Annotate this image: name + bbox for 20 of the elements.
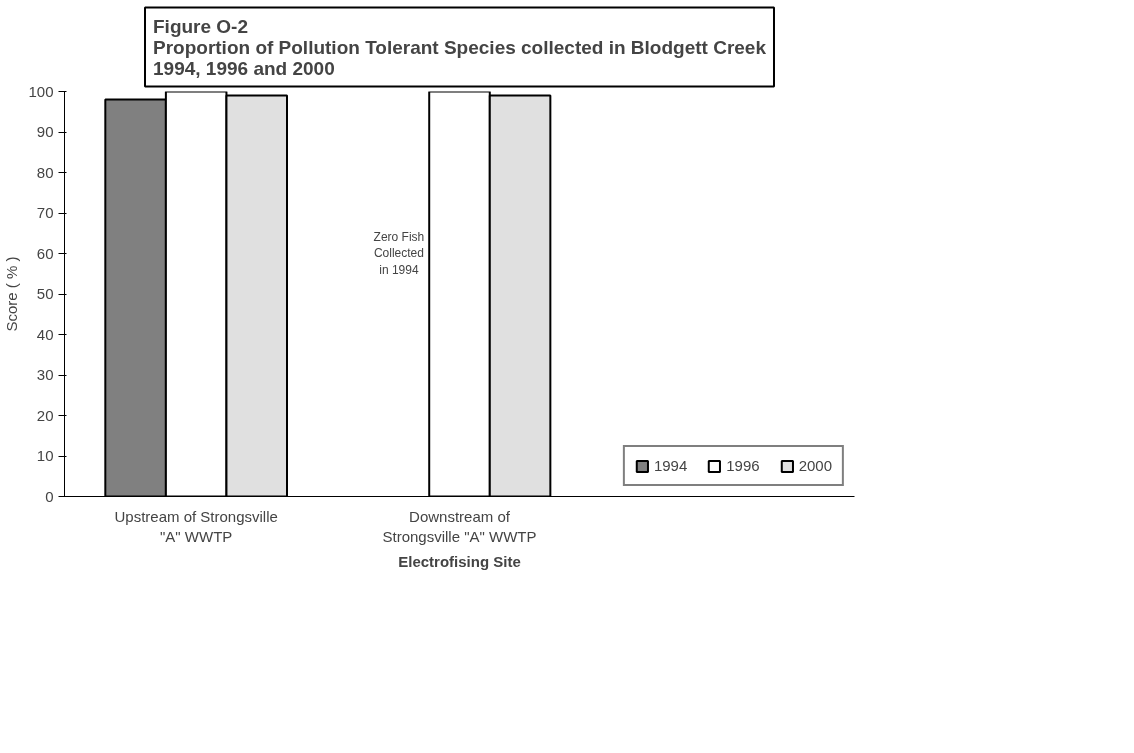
y-axis-title: Score ( % ) — [3, 256, 21, 332]
annotation: Zero Fish Collected in 1994 — [373, 229, 425, 278]
y-tick-label: 70 — [36, 204, 54, 221]
y-tick-label: 90 — [36, 123, 54, 140]
y-tick-label: 30 — [36, 366, 54, 383]
legend-label: 2000 — [798, 457, 832, 474]
y-tick-label: 80 — [36, 163, 54, 181]
chart-title: Figure O-2 Proportion of Pollution Tolerant Species collected in Blodgett Creek 1994, 1996 and 2000 — [153, 15, 767, 79]
y-tick-label: 10 — [36, 447, 54, 464]
y-tick-label: 20 — [36, 406, 54, 424]
y-tick-label: 40 — [36, 325, 54, 343]
y-tick-label: 60 — [36, 244, 54, 262]
y-tick-label: 100 — [28, 82, 54, 100]
y-tick-label: 0 — [45, 487, 54, 505]
x-tick-label: Upstream of Strongsville "A" WWTP — [114, 507, 278, 545]
x-axis-title: Electrofising Site — [398, 552, 521, 570]
legend-label: 1996 — [726, 457, 760, 474]
x-tick-label: Downstream of Strongsville "A" WWTP — [382, 507, 537, 545]
y-tick-label: 50 — [36, 285, 54, 302]
legend-label: 1994 — [653, 457, 688, 474]
